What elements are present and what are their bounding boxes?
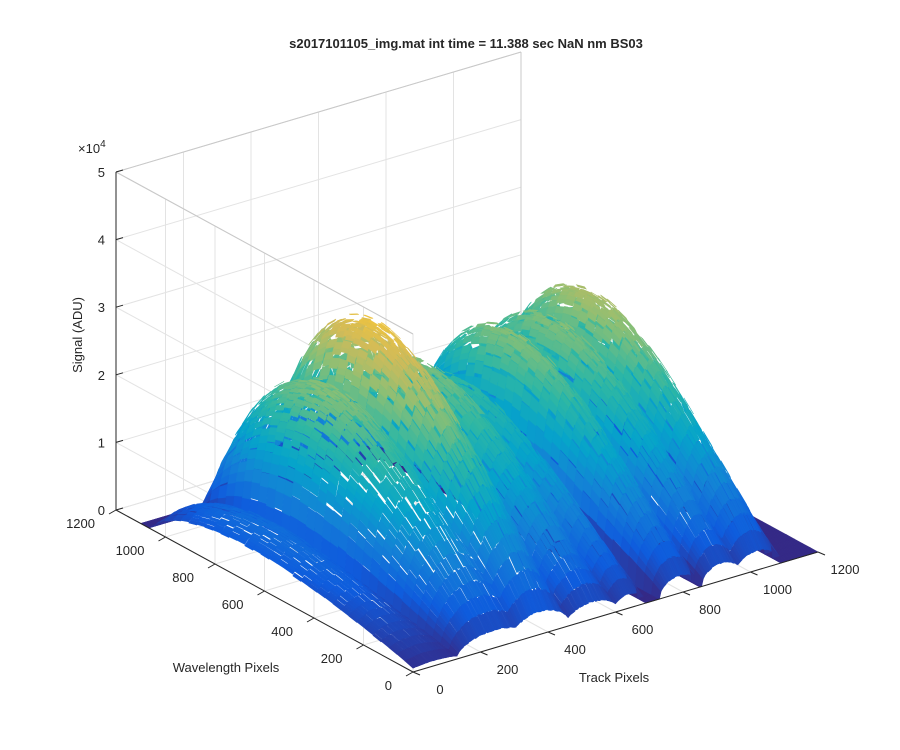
- surface-facet: [457, 358, 468, 371]
- surface-facet: [174, 508, 185, 513]
- gridline: [115, 119, 522, 241]
- box-edge: [115, 171, 414, 335]
- surface-facet: [434, 349, 445, 366]
- gridline: [115, 186, 522, 308]
- surface-facet: [292, 356, 303, 378]
- surface-facet: [218, 454, 229, 471]
- box-edge: [115, 51, 522, 173]
- surface-facet: [349, 313, 359, 316]
- surface-plot: [140, 283, 819, 669]
- surface-facet: [255, 449, 266, 460]
- surface-facet: [473, 360, 484, 375]
- gridline: [115, 254, 522, 376]
- surface-facet: [264, 442, 276, 453]
- surface-facet: [196, 502, 207, 505]
- surface-facet: [228, 439, 239, 454]
